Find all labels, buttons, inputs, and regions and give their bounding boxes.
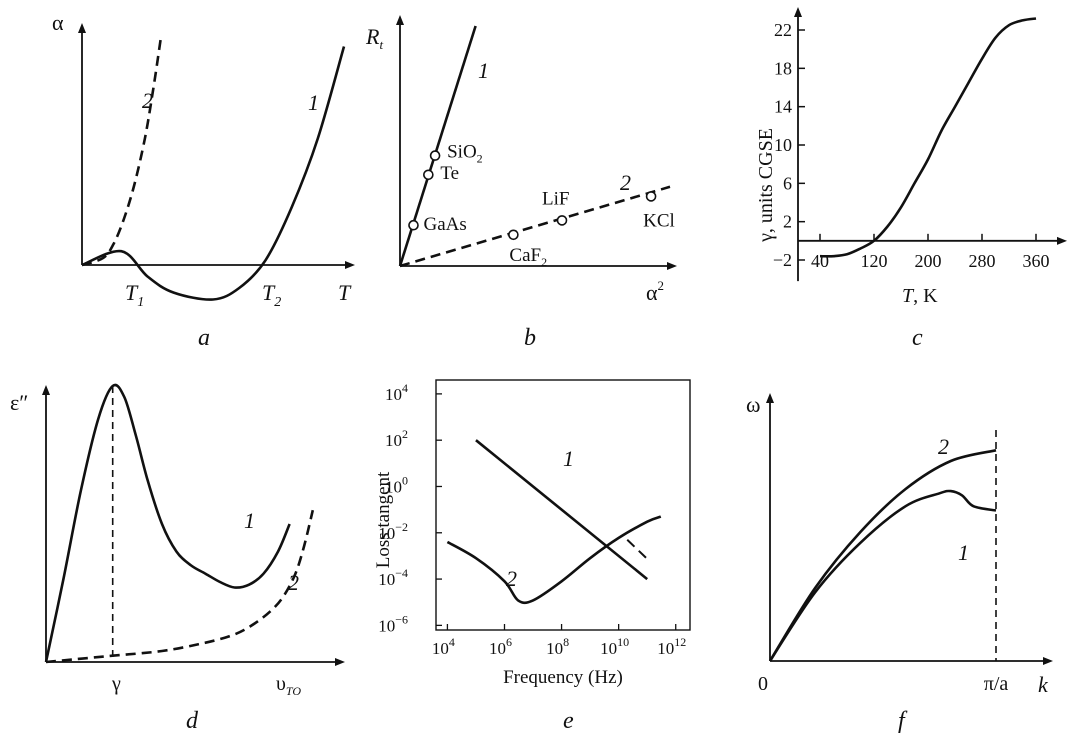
panel-b-point-caf	[508, 229, 519, 241]
panel-a-y-label: α	[52, 10, 64, 35]
panel-c-x-tick-label: 360	[1023, 251, 1050, 271]
panel-e-line-1-label: 1	[563, 446, 574, 471]
panel-e-x-tick-label: 1012	[657, 635, 686, 658]
panel-c-x-tick-label: 200	[915, 251, 942, 271]
panel-e-y-tick-label: 102	[385, 427, 408, 450]
panel-c-y-tick-label: −2	[773, 250, 792, 270]
panel-d: ε″ γ υTO 1 2 d	[10, 383, 345, 734]
panel-c-x-tick-label: 40	[811, 251, 829, 271]
panel-b-line-1-label: 1	[478, 58, 489, 83]
panel-c-y-tick-label: 22	[774, 20, 792, 40]
panel-b-point-te	[423, 169, 434, 181]
panel-a: α T T1 T2 1 2 a	[52, 10, 355, 351]
panel-a-curve-1	[81, 46, 346, 301]
panel-e-curve-2-label: 2	[506, 566, 517, 591]
panel-a-curve-2-label: 2	[142, 88, 153, 113]
panel-c-x-tick-label: 120	[861, 251, 888, 271]
panel-e-x-tick-label: 108	[546, 635, 569, 658]
panel-c-x-label: T, K	[902, 285, 938, 307]
panel-b-point-label-gaas: GaAs	[424, 214, 467, 235]
panel-e-line-1	[475, 439, 649, 581]
panel-e-y-tick-label: 10−2	[378, 520, 408, 543]
panel-f-x-label: k	[1038, 672, 1049, 697]
panel-f-caption: f	[898, 708, 908, 734]
panel-f-curve-2-label: 2	[938, 434, 949, 459]
panel-b-point-label-sio: SiO2	[447, 142, 483, 166]
panel-e-x-tick-label: 106	[489, 635, 512, 658]
panel-b-point-label-te: Te	[440, 163, 459, 184]
panel-e-y-tick-label: 10−6	[378, 612, 408, 635]
panel-c: −2 2 6 10 14 18 22 40 120 200 280 360 γ, units CGSE…	[755, 7, 1067, 351]
panel-e-curve-2	[446, 515, 662, 605]
panel-a-x-label: T	[338, 280, 352, 305]
panel-a-t2-label: T2	[262, 280, 281, 310]
panel-f: ω k 0 π/a 2 1 f	[746, 392, 1053, 734]
panel-f-origin-label: 0	[758, 673, 768, 695]
panel-b-point-label-lif: LiF	[542, 188, 569, 209]
panel-f-y-label: ω	[746, 392, 760, 417]
panel-b-point-kcl	[645, 191, 657, 202]
panel-c-y-tick-label: 10	[774, 135, 792, 155]
panel-d-x-tick-upsilon: υTO	[276, 673, 301, 698]
panel-e-y-tick-label: 10−4	[378, 566, 408, 589]
panel-d-curve-1	[44, 383, 291, 663]
panel-c-y-tick-label: 14	[774, 97, 792, 117]
panel-e-plot-frame	[435, 379, 691, 631]
panel-f-curve-1-label: 1	[958, 540, 969, 565]
panel-e-y-label: Loss tangent	[373, 471, 394, 568]
panel-e-line-1-dashed-end	[626, 539, 651, 562]
panel-b-point-lif	[556, 215, 568, 226]
panel-b-caption: b	[524, 325, 536, 351]
panel-f-curve-2	[768, 449, 997, 662]
panel-c-y-label: γ, units CGSE	[755, 128, 777, 243]
panel-b-point-label-caf: CaF2	[509, 245, 547, 269]
panel-c-caption: c	[912, 325, 923, 351]
panel-a-t1-label: T1	[125, 280, 144, 310]
panel-b-point-label-kcl: KCl	[643, 210, 675, 231]
panel-e-x-tick-label: 104	[432, 635, 455, 658]
panel-c-curve	[819, 17, 1037, 258]
panel-f-curve-1	[768, 489, 997, 662]
panel-b-y-label: Rt	[365, 24, 383, 52]
panel-f-x-tick-pi-a: π/a	[984, 673, 1009, 695]
panel-d-curve-2	[45, 509, 315, 664]
panel-d-caption: d	[186, 708, 199, 734]
panel-e-caption: e	[563, 708, 574, 734]
panel-c-ticks: −2 2 6 10 14 18 22 40 120 200 280 360	[773, 20, 1050, 271]
panel-e-y-tick-label: 104	[385, 381, 408, 404]
panel-a-caption: a	[198, 325, 210, 351]
panel-e-x-label: Frequency (Hz)	[503, 667, 623, 688]
panel-d-x-tick-gamma: γ	[111, 673, 121, 695]
panel-b-line-2-label: 2	[620, 170, 631, 195]
panel-c-y-tick-label: 18	[774, 58, 792, 78]
panel-e-y-tick-label: 100	[385, 473, 408, 496]
panel-e: 104 106 108 1010 1012 10−6 10−4 10−2 100 102 104 L…	[373, 379, 691, 734]
panel-d-curve-2-label: 2	[288, 570, 299, 595]
panel-d-curve-1-label: 1	[244, 508, 255, 533]
panel-c-y-tick-label: 2	[783, 212, 792, 232]
panel-c-x-tick-label: 280	[969, 251, 996, 271]
panel-b-x-label: α2	[646, 278, 664, 305]
panel-a-curve-1-label: 1	[308, 90, 319, 115]
panel-c-y-tick-label: 6	[783, 173, 792, 193]
panel-e-x-tick-label: 1010	[600, 635, 629, 658]
panel-e-ticks: 104 106 108 1010 1012 10−6 10−4 10−2 100 102 104	[378, 381, 686, 658]
panel-d-y-label: ε″	[10, 390, 28, 415]
panel-b-point-gaas	[408, 219, 419, 231]
panel-b-point-sio	[429, 150, 441, 161]
panel-a-curve-2	[81, 39, 162, 267]
